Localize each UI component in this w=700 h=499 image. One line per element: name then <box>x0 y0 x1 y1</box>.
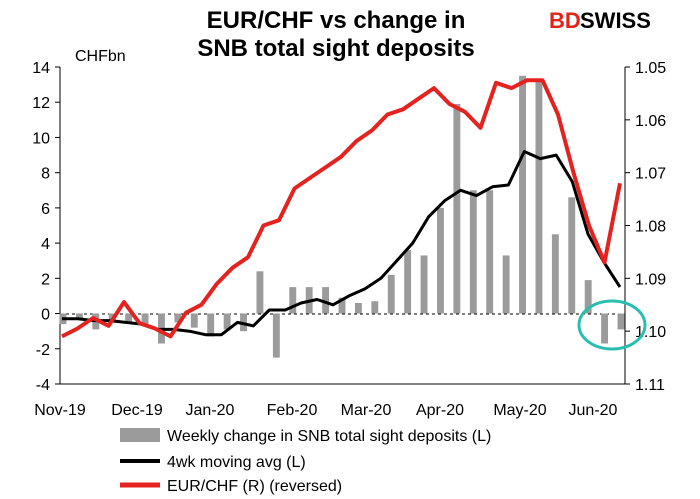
bar-weekly-change <box>519 75 526 314</box>
line-eurchf <box>61 78 622 339</box>
bar-weekly-change <box>469 190 477 314</box>
left-tick-label: 4 <box>41 236 50 253</box>
bar-weekly-change <box>75 313 83 319</box>
brand-logo-swiss: SWISS <box>580 8 651 33</box>
right-axis-ticks: 1.05 1.06 1.07 1.08 1.09 1.10 1.11 <box>625 60 666 394</box>
left-tick-label: -4 <box>36 377 50 394</box>
right-tick-label: 1.07 <box>635 166 666 183</box>
left-tick-label: 8 <box>41 166 50 183</box>
left-axis-ticks: -4 -2 0 2 4 6 8 10 12 14 <box>32 60 60 394</box>
bar-weekly-change <box>551 234 559 314</box>
bar-weekly-change <box>322 287 330 314</box>
bar-weekly-change <box>289 287 297 314</box>
x-tick-label: Apr-20 <box>416 402 464 419</box>
left-tick-label: 12 <box>32 95 50 112</box>
bar-weekly-change <box>190 313 198 328</box>
chart-title-line-2: SNB total sight deposits <box>197 35 474 62</box>
bar-weekly-change <box>387 274 395 314</box>
right-tick-label: 1.08 <box>635 219 666 236</box>
x-tick-label: Jun-20 <box>569 402 618 419</box>
bar-weekly-change <box>338 297 346 314</box>
right-tick-label: 1.05 <box>635 60 666 77</box>
left-tick-label: 6 <box>41 201 50 218</box>
bar-weekly-change <box>371 301 379 314</box>
legend-swatch-bars <box>120 428 160 442</box>
right-tick-label: 1.11 <box>635 377 665 394</box>
left-tick-label: 10 <box>32 130 50 147</box>
bar-weekly-change <box>584 280 592 314</box>
legend: Weekly change in SNB total sight deposit… <box>120 428 491 495</box>
x-tick-label: Nov-19 <box>34 402 86 419</box>
left-tick-label: 2 <box>41 271 50 288</box>
bar-weekly-change <box>207 313 215 337</box>
bar-weekly-change <box>272 313 280 358</box>
left-tick-label: -2 <box>36 342 50 359</box>
left-axis-unit: CHFbn <box>75 48 126 65</box>
left-tick-label: 14 <box>32 60 50 77</box>
bar-weekly-change <box>486 190 494 314</box>
right-tick-label: 1.09 <box>635 271 666 288</box>
right-tick-label: 1.10 <box>635 324 666 341</box>
left-tick-label: 0 <box>41 307 50 324</box>
bar-weekly-change <box>535 81 543 314</box>
bar-weekly-change <box>617 313 625 330</box>
bar-weekly-change <box>125 313 133 323</box>
bar-weekly-change <box>141 313 149 325</box>
bar-weekly-change <box>568 197 576 314</box>
bar-weekly-change <box>354 302 362 314</box>
x-axis-labels: Nov-19 Dec-19 Jan-20 Feb-20 Mar-20 Apr-20 May-… <box>34 402 617 419</box>
bar-weekly-change <box>174 313 182 323</box>
brand-logo: BD SWISS <box>549 8 651 33</box>
bar-weekly-change <box>453 103 461 314</box>
legend-label-avg: 4wk moving avg (L) <box>167 454 306 471</box>
highlight-circle <box>577 299 647 351</box>
right-tick-label: 1.06 <box>635 113 666 130</box>
x-tick-label: Feb-20 <box>267 402 318 419</box>
bar-weekly-change <box>404 250 412 314</box>
brand-logo-bd: BD <box>549 8 581 33</box>
x-tick-label: Mar-20 <box>341 402 392 419</box>
line-series <box>61 78 622 339</box>
bar-weekly-change <box>502 255 510 314</box>
x-tick-label: Dec-19 <box>111 402 163 419</box>
chart-title-line-1: EUR/CHF vs change in <box>207 7 466 34</box>
x-tick-label: Jan-20 <box>186 402 235 419</box>
legend-label-eurchf: EUR/CHF (R) (reversed) <box>167 478 342 495</box>
bar-weekly-change <box>437 207 444 314</box>
legend-label-bars: Weekly change in SNB total sight deposit… <box>167 428 491 445</box>
bar-weekly-change <box>601 313 609 344</box>
bar-series <box>59 75 625 358</box>
x-tick-label: May-20 <box>493 402 546 419</box>
bar-weekly-change <box>420 255 428 314</box>
bar-weekly-change <box>256 271 264 314</box>
bar-weekly-change <box>223 313 231 330</box>
